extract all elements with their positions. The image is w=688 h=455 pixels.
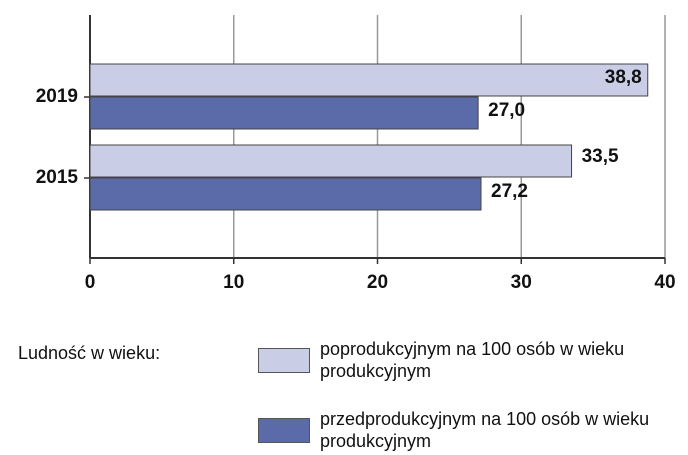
legend-item: przedprodukcyjnym na 100 osób w wieku pr…	[258, 408, 678, 452]
legend-item: poprodukcyjnym na 100 osób w wieku produ…	[258, 338, 678, 382]
legend-swatch	[258, 347, 310, 373]
value-label: 38,8	[605, 67, 642, 88]
value-label: 27,2	[491, 181, 528, 202]
y-tick-label: 2015	[36, 167, 79, 188]
legend-swatch	[258, 417, 310, 443]
legend-label: przedprodukcyjnym na 100 osób w wieku pr…	[320, 409, 650, 451]
chart: 0 10 20 30 40 2019 38,8 27,0 2015 33,5 27,2	[36, 15, 676, 293]
legend-label: poprodukcyjnym na 100 osób w wieku produ…	[320, 339, 625, 381]
x-tick-label: 30	[511, 272, 532, 293]
bar	[89, 63, 649, 97]
x-tick-label: 10	[223, 272, 244, 293]
bar	[89, 96, 479, 130]
value-label: 33,5	[582, 146, 619, 167]
value-label: 27,0	[488, 100, 525, 121]
x-tick-label: 0	[85, 272, 96, 293]
bar	[89, 144, 573, 178]
x-tick-label: 40	[654, 272, 675, 293]
y-tick-label: 2019	[36, 86, 78, 107]
bar	[89, 177, 482, 211]
x-tick-label: 20	[367, 272, 388, 293]
legend-title: Ludność w wieku:	[18, 343, 161, 363]
